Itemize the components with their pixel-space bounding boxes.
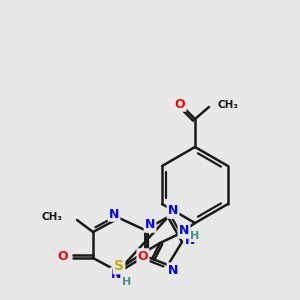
- Text: O: O: [58, 250, 68, 263]
- Text: N: N: [168, 205, 178, 218]
- Text: N: N: [111, 268, 121, 281]
- Text: O: O: [175, 98, 185, 110]
- Text: CH₃: CH₃: [42, 212, 63, 222]
- Text: H: H: [190, 231, 200, 241]
- Text: N: N: [168, 263, 178, 277]
- Text: N: N: [185, 233, 195, 247]
- Text: N: N: [109, 208, 119, 220]
- Text: CH₃: CH₃: [217, 100, 238, 110]
- Text: O: O: [138, 250, 148, 262]
- Text: H: H: [122, 277, 132, 287]
- Text: N: N: [179, 224, 189, 238]
- Text: N: N: [145, 218, 155, 232]
- Text: S: S: [114, 259, 124, 273]
